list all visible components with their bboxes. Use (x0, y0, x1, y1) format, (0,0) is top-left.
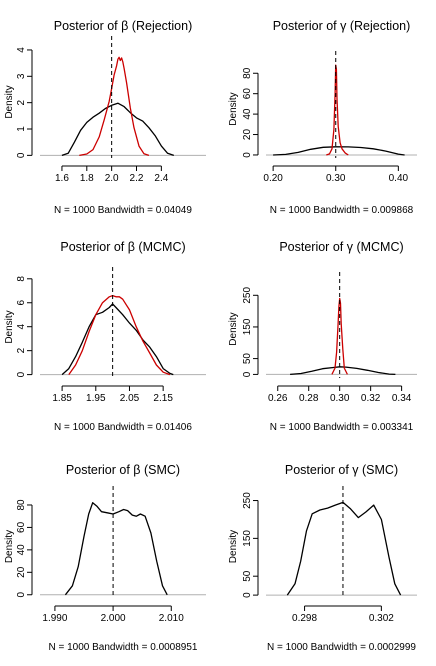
y-tick-label: 40 (242, 108, 253, 120)
density-curve-prior (61, 303, 174, 376)
panel-title: Posterior of γ (SMC) (285, 463, 398, 477)
y-tick-label: 0 (16, 371, 27, 377)
x-tick-label: 0.302 (369, 613, 394, 624)
y-tick-label: 4 (16, 323, 27, 329)
density-curve-prior (273, 146, 405, 156)
y-tick-label: 250 (242, 287, 253, 304)
x-tick-label: 1.95 (86, 393, 106, 404)
y-tick-label: 50 (242, 570, 253, 582)
x-axis-label: N = 1000 Bandwidth = 0.04049 (54, 205, 192, 216)
x-tick-label: 0.20 (263, 173, 283, 184)
x-tick-label: 0.28 (299, 393, 319, 404)
x-tick-label: 0.32 (361, 393, 381, 404)
y-axis-label: Density (4, 85, 15, 118)
panel-3: Posterior of β (MCMC) 0 2 4 6 8 Density 1.85 1.9… (4, 240, 206, 433)
y-tick-label: 60 (16, 521, 27, 533)
density-curve-posterior (79, 56, 150, 157)
x-tick-label: 0.40 (389, 173, 409, 184)
plot-area (40, 486, 206, 598)
panel-title: Posterior of γ (Rejection) (273, 19, 411, 33)
y-tick-label: 50 (242, 353, 253, 365)
x-axis-label: N = 1000 Bandwidth = 0.009868 (270, 205, 414, 216)
plot-area (40, 36, 206, 158)
y-tick-label: 0 (242, 371, 253, 377)
x-tick-label: 1.990 (42, 613, 67, 624)
y-tick-label: 0 (242, 152, 253, 158)
density-curve-posterior (331, 297, 348, 375)
density-curve-posterior (64, 502, 168, 596)
y-tick-label: 2 (16, 99, 27, 105)
y-axis-label: Density (4, 530, 15, 563)
y-tick-label: 80 (16, 499, 27, 511)
x-tick-label: 0.298 (292, 613, 317, 624)
x-tick-label: 0.30 (326, 173, 346, 184)
x-axis-label: N = 1000 Bandwidth = 0.01406 (54, 422, 192, 433)
density-curve-prior (290, 366, 396, 376)
y-tick-label: 20 (242, 129, 253, 141)
panel-title: Posterior of β (SMC) (66, 463, 180, 477)
y-axis-label: Density (228, 530, 239, 563)
x-tick-label: 2.05 (120, 393, 140, 404)
density-curve-posterior (326, 64, 349, 156)
y-tick-label: 60 (242, 88, 253, 100)
density-curve-posterior (68, 294, 171, 376)
x-tick-label: 2.010 (159, 613, 184, 624)
y-tick-label: 150 (242, 318, 253, 335)
panel-title: Posterior of γ (MCMC) (279, 240, 403, 254)
y-tick-label: 8 (16, 276, 27, 282)
x-tick-label: 1.8 (80, 173, 94, 184)
y-tick-label: 0 (16, 592, 27, 598)
panel-6: Posterior of γ (SMC) 0 50 150 250 Density 0.29… (228, 463, 417, 653)
x-axis-label: N = 1000 Bandwidth = 0.0002999 (267, 642, 416, 653)
panel-title: Posterior of β (Rejection) (54, 19, 193, 33)
x-tick-label: 2.15 (153, 393, 173, 404)
y-tick-label: 150 (242, 530, 253, 547)
y-axis-label: Density (4, 310, 15, 343)
y-tick-label: 3 (16, 73, 27, 79)
panel-5: Posterior of β (SMC) 0 20 40 60 80 Density 1.99… (4, 463, 206, 653)
y-tick-label: 4 (16, 47, 27, 53)
x-axis-label: N = 1000 Bandwidth = 0.003341 (270, 422, 414, 433)
y-tick-label: 20 (16, 566, 27, 578)
x-tick-label: 2.000 (101, 613, 126, 624)
y-axis-label: Density (228, 312, 239, 345)
density-curve-prior (61, 102, 175, 157)
density-curve-posterior (286, 501, 402, 596)
y-tick-label: 2 (16, 347, 27, 353)
x-tick-label: 0.30 (330, 393, 350, 404)
x-tick-label: 2.4 (154, 173, 168, 184)
x-axis-label: N = 1000 Bandwidth = 0.0008951 (48, 642, 197, 653)
x-tick-label: 2.0 (105, 173, 119, 184)
panel-title: Posterior of β (MCMC) (60, 240, 185, 254)
x-tick-label: 1.85 (52, 393, 72, 404)
y-tick-label: 0 (242, 592, 253, 598)
y-tick-label: 6 (16, 300, 27, 306)
plot-area (266, 51, 417, 158)
y-tick-label: 1 (16, 126, 27, 132)
x-tick-label: 0.26 (268, 393, 288, 404)
y-tick-label: 80 (242, 67, 253, 79)
panel-2: Posterior of γ (Rejection) 0 20 40 60 80 Densi… (228, 19, 417, 216)
x-tick-label: 0.34 (392, 393, 412, 404)
plot-area (40, 267, 206, 378)
y-tick-label: 250 (242, 492, 253, 509)
x-tick-label: 2.2 (130, 173, 144, 184)
x-tick-label: 1.6 (55, 173, 69, 184)
y-tick-label: 0 (16, 152, 27, 158)
panel-1: Posterior of β (Rejection) 0 1 2 3 4 Density 1.… (4, 19, 206, 216)
y-tick-label: 40 (16, 544, 27, 556)
y-axis-label: Density (228, 92, 239, 125)
